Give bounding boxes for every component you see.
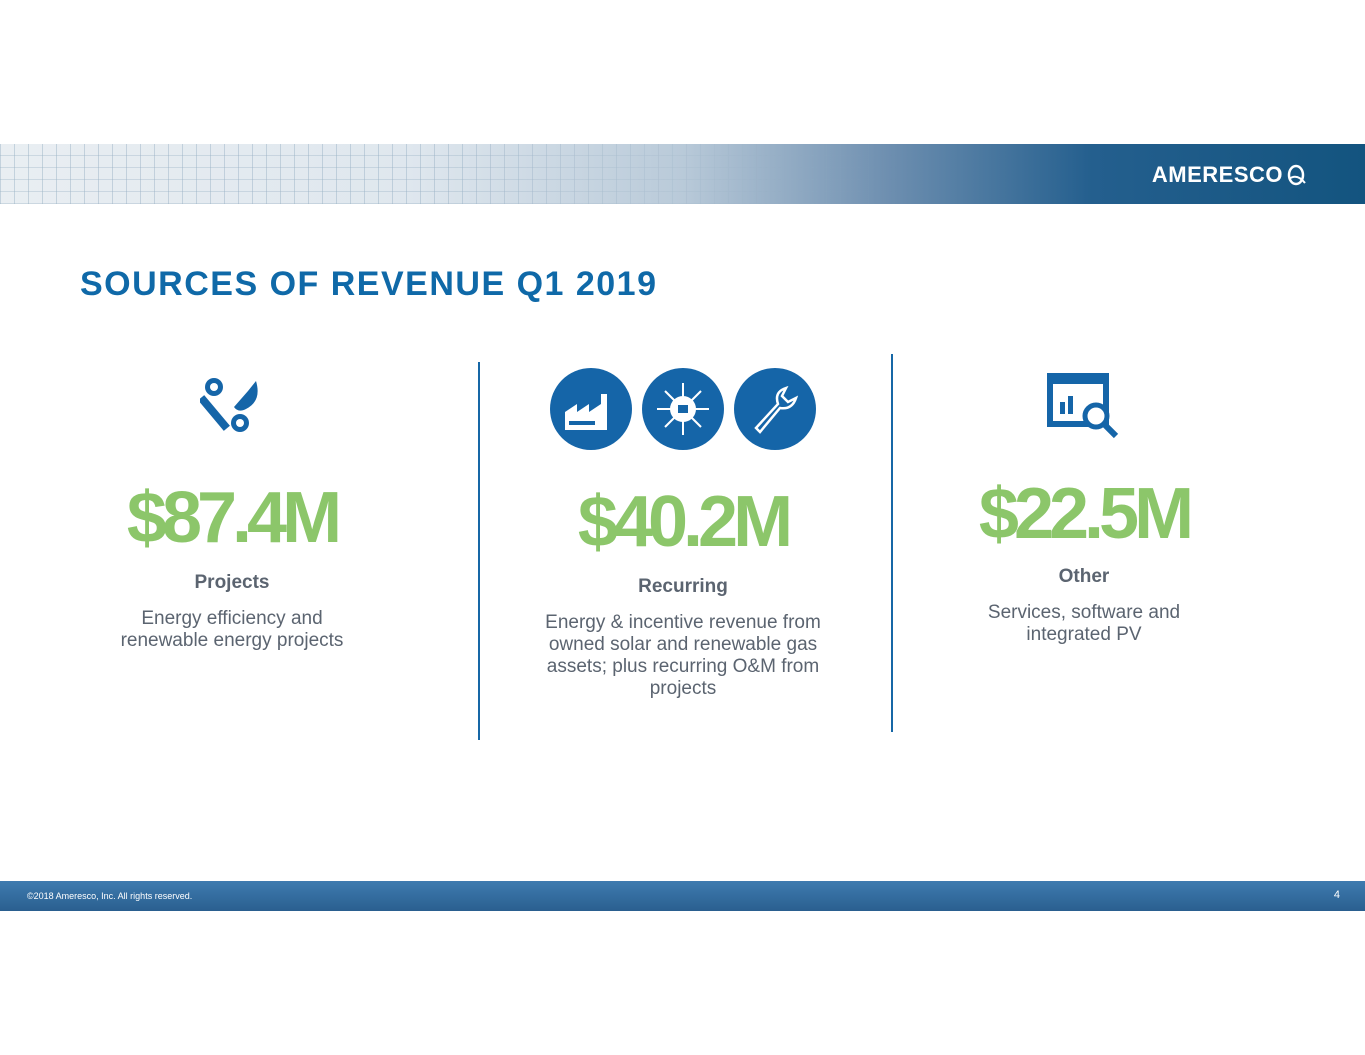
projects-description: Energy efficiency and renewable energy p…: [120, 608, 344, 651]
projects-value: $87.4M: [126, 478, 342, 558]
header-banner: AMERESCO: [0, 144, 1365, 204]
footer-bar: ©2018 Ameresco, Inc. All rights reserved…: [0, 881, 1365, 911]
page-number: 4: [1333, 889, 1340, 901]
column-projects: $87.4M Projects Energy efficiency and re…: [42, 360, 422, 652]
wrench-leaf-icon: [200, 378, 258, 432]
logo-mark-icon: [1287, 164, 1306, 186]
recurring-label: Recurring: [638, 576, 728, 597]
divider-1: [478, 362, 480, 740]
page-title: SOURCES OF REVENUE Q1 2019: [80, 265, 658, 303]
logo-text: AMERESCO: [1151, 162, 1283, 187]
projects-label: Projects: [194, 572, 270, 593]
sun-plug-icon: [642, 368, 724, 450]
other-description: Services, software and integrated PV: [987, 602, 1181, 645]
recurring-value: $40.2M: [577, 482, 793, 562]
factory-icon: [550, 368, 632, 450]
copyright: ©2018 Ameresco, Inc. All rights reserved…: [27, 891, 193, 901]
divider-2: [891, 354, 893, 732]
other-value: $22.5M: [978, 474, 1194, 554]
chart-search-icon: [1047, 373, 1119, 439]
column-recurring: $40.2M Recurring Energy & incentive reve…: [493, 360, 873, 700]
ameresco-logo: AMERESCO: [1152, 162, 1309, 188]
blueprint-pattern: [0, 144, 900, 204]
column-other: $22.5M Other Services, software and inte…: [894, 360, 1274, 646]
recurring-description: Energy & incentive revenue from owned so…: [545, 612, 821, 699]
wrench-icon: [734, 368, 816, 450]
other-label: Other: [1058, 566, 1110, 587]
